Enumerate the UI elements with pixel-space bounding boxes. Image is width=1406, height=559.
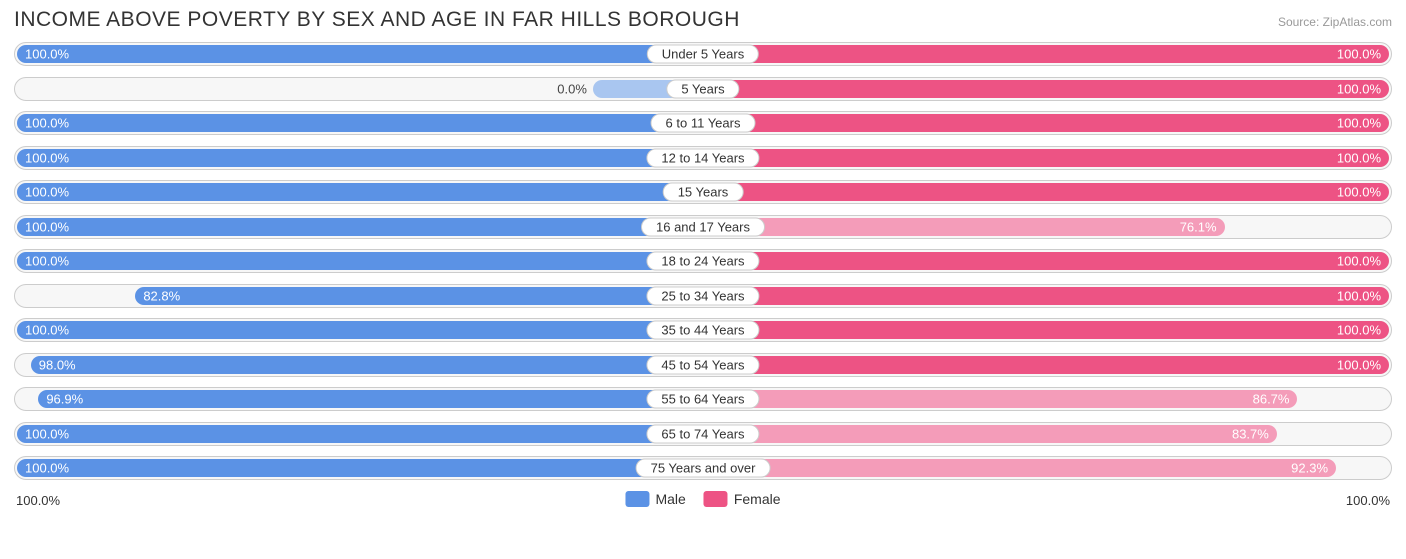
male-bar: 100.0% <box>17 218 703 236</box>
category-label: 35 to 44 Years <box>646 321 759 340</box>
legend: Male Female <box>625 491 780 507</box>
male-value: 100.0% <box>25 323 69 338</box>
male-value: 100.0% <box>25 254 69 269</box>
male-value: 100.0% <box>25 47 69 62</box>
category-label: 18 to 24 Years <box>646 252 759 271</box>
female-value: 100.0% <box>1337 254 1381 269</box>
category-label: 55 to 64 Years <box>646 390 759 409</box>
category-label: 12 to 14 Years <box>646 148 759 167</box>
swatch-male <box>625 491 649 507</box>
male-bar: 82.8% <box>135 287 703 305</box>
bar-row: 82.8% 100.0% 25 to 34 Years <box>14 284 1392 308</box>
bar-row: 100.0% 100.0% 35 to 44 Years <box>14 318 1392 342</box>
category-label: 65 to 74 Years <box>646 424 759 443</box>
bar-row: 100.0% 100.0% 12 to 14 Years <box>14 146 1392 170</box>
axis-left-label: 100.0% <box>16 493 60 508</box>
female-bar: 100.0% <box>703 80 1389 98</box>
category-label: Under 5 Years <box>647 45 759 64</box>
female-bar: 100.0% <box>703 183 1389 201</box>
male-value: 100.0% <box>25 426 69 441</box>
bar-row: 100.0% 83.7% 65 to 74 Years <box>14 422 1392 446</box>
chart-source: Source: ZipAtlas.com <box>1278 15 1392 29</box>
male-value: 100.0% <box>25 219 69 234</box>
male-bar: 100.0% <box>17 45 703 63</box>
legend-female: Female <box>704 491 781 507</box>
male-value: 0.0% <box>557 81 587 96</box>
female-bar: 76.1% <box>703 218 1225 236</box>
male-value: 96.9% <box>46 392 83 407</box>
female-value: 83.7% <box>1232 426 1269 441</box>
female-value: 100.0% <box>1337 357 1381 372</box>
male-value: 82.8% <box>143 288 180 303</box>
female-bar: 100.0% <box>703 45 1389 63</box>
legend-female-label: Female <box>734 491 781 507</box>
chart-title: INCOME ABOVE POVERTY BY SEX AND AGE IN F… <box>14 8 740 32</box>
bar-row: 100.0% 100.0% 6 to 11 Years <box>14 111 1392 135</box>
female-bar: 92.3% <box>703 459 1336 477</box>
category-label: 5 Years <box>666 79 739 98</box>
bar-row: 100.0% 76.1% 16 and 17 Years <box>14 215 1392 239</box>
male-bar: 100.0% <box>17 425 703 443</box>
female-bar: 100.0% <box>703 287 1389 305</box>
diverging-bar-chart: 100.0% 100.0% Under 5 Years 0.0% 100.0% 5 Yea… <box>14 42 1392 480</box>
female-value: 100.0% <box>1337 288 1381 303</box>
legend-male-label: Male <box>655 491 685 507</box>
female-value: 100.0% <box>1337 185 1381 200</box>
female-bar: 100.0% <box>703 114 1389 132</box>
male-value: 100.0% <box>25 116 69 131</box>
bar-row: 100.0% 92.3% 75 Years and over <box>14 456 1392 480</box>
male-bar: 100.0% <box>17 252 703 270</box>
legend-male: Male <box>625 491 685 507</box>
female-value: 100.0% <box>1337 150 1381 165</box>
category-label: 15 Years <box>663 183 744 202</box>
axis-right-label: 100.0% <box>1346 493 1390 508</box>
bar-row: 96.9% 86.7% 55 to 64 Years <box>14 387 1392 411</box>
bar-row: 100.0% 100.0% 15 Years <box>14 180 1392 204</box>
bar-row: 0.0% 100.0% 5 Years <box>14 77 1392 101</box>
female-bar: 100.0% <box>703 356 1389 374</box>
female-bar: 83.7% <box>703 425 1277 443</box>
female-value: 86.7% <box>1253 392 1290 407</box>
male-bar: 100.0% <box>17 149 703 167</box>
category-label: 45 to 54 Years <box>646 355 759 374</box>
male-bar: 98.0% <box>31 356 703 374</box>
category-label: 25 to 34 Years <box>646 286 759 305</box>
female-bar: 86.7% <box>703 390 1297 408</box>
category-label: 6 to 11 Years <box>651 114 756 133</box>
category-label: 16 and 17 Years <box>641 217 765 236</box>
male-bar: 100.0% <box>17 114 703 132</box>
male-bar: 100.0% <box>17 183 703 201</box>
bar-row: 100.0% 100.0% 18 to 24 Years <box>14 249 1392 273</box>
female-value: 76.1% <box>1180 219 1217 234</box>
female-value: 92.3% <box>1291 461 1328 476</box>
male-bar: 100.0% <box>17 459 703 477</box>
male-bar: 96.9% <box>38 390 703 408</box>
female-bar: 100.0% <box>703 149 1389 167</box>
female-bar: 100.0% <box>703 252 1389 270</box>
male-bar: 100.0% <box>17 321 703 339</box>
female-value: 100.0% <box>1337 81 1381 96</box>
female-bar: 100.0% <box>703 321 1389 339</box>
swatch-female <box>704 491 728 507</box>
male-value: 98.0% <box>39 357 76 372</box>
male-value: 100.0% <box>25 461 69 476</box>
category-label: 75 Years and over <box>636 459 771 478</box>
female-value: 100.0% <box>1337 116 1381 131</box>
male-value: 100.0% <box>25 185 69 200</box>
female-value: 100.0% <box>1337 47 1381 62</box>
bar-row: 98.0% 100.0% 45 to 54 Years <box>14 353 1392 377</box>
bar-row: 100.0% 100.0% Under 5 Years <box>14 42 1392 66</box>
male-value: 100.0% <box>25 150 69 165</box>
female-value: 100.0% <box>1337 323 1381 338</box>
